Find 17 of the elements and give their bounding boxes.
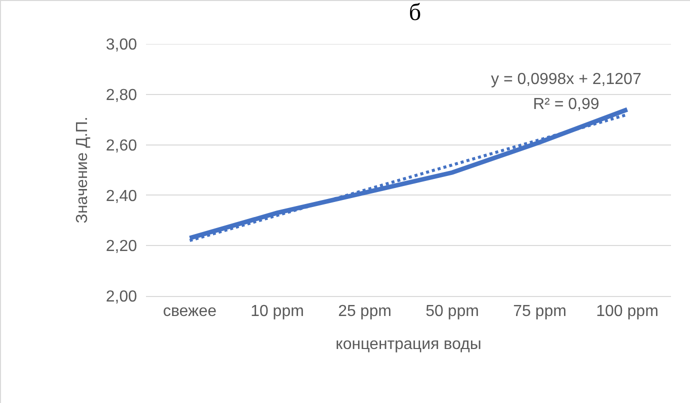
x-tick-label: свежее bbox=[162, 303, 217, 320]
y-tick-label: 2,40 bbox=[106, 188, 138, 205]
x-tick-label: 10 ppm bbox=[250, 303, 304, 320]
annotation: R² = 0,99 bbox=[533, 96, 600, 113]
y-tick-label: 2,00 bbox=[106, 288, 138, 306]
y-axis-title: Значение Д.П. bbox=[74, 116, 91, 224]
chart-title: б bbox=[408, 0, 422, 26]
x-axis-title: концентрация воды bbox=[336, 336, 482, 353]
y-tick-label: 2,80 bbox=[106, 87, 138, 104]
x-tick-label: 75 ppm bbox=[513, 303, 566, 320]
y-tick-label: 2,20 bbox=[106, 238, 138, 256]
y-tick-label: 2,60 bbox=[106, 137, 138, 154]
x-tick-label: 50 ppm bbox=[426, 303, 479, 320]
y-tick-label: 3,00 bbox=[106, 36, 138, 54]
annotation: y = 0,0998x + 2,1207 bbox=[491, 71, 642, 88]
x-tick-label: 100 ppm bbox=[596, 303, 658, 320]
x-tick-label: 25 ppm bbox=[338, 303, 392, 320]
